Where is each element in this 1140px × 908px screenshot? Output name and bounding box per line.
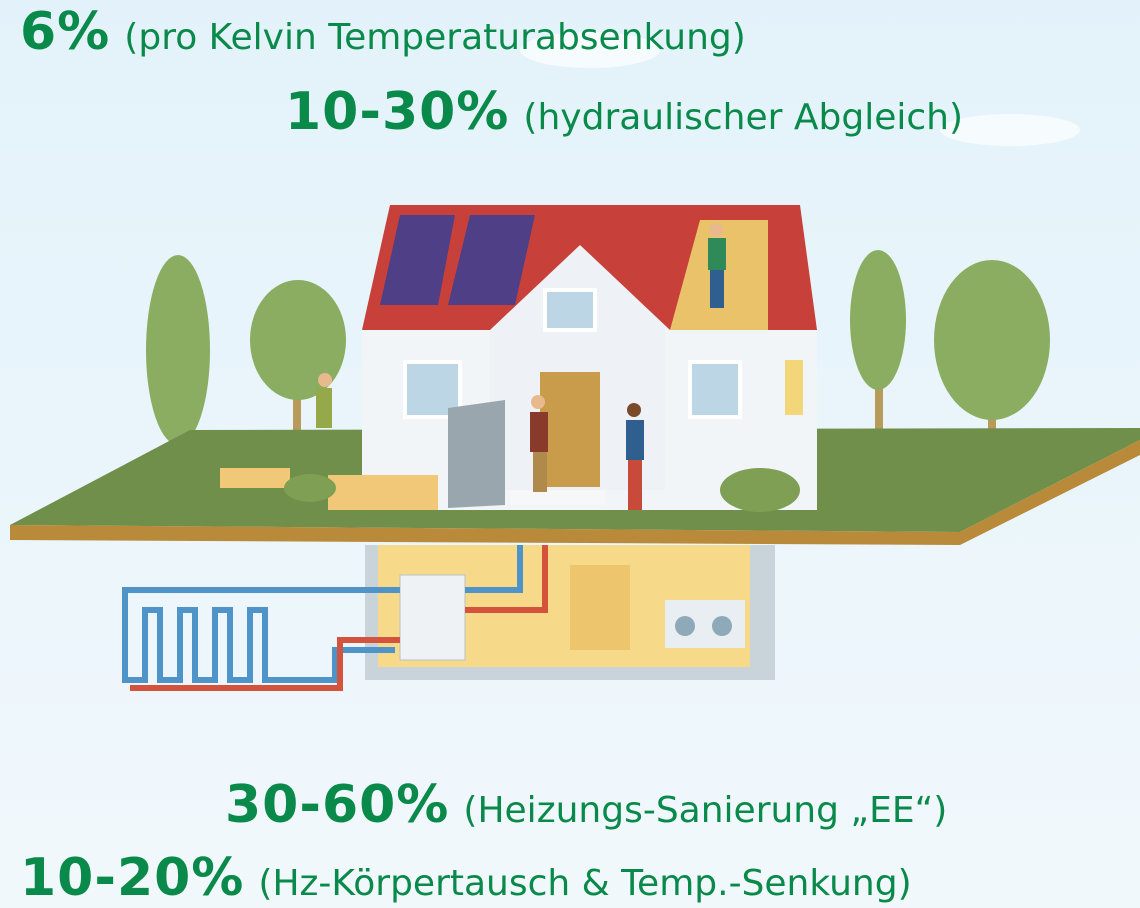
trees bbox=[146, 250, 1050, 490]
saving-line: 10-20% (Hz-Körpertausch & Temp.-Senkung) bbox=[20, 848, 912, 908]
cloud bbox=[520, 32, 660, 68]
people bbox=[316, 223, 726, 510]
cloud bbox=[940, 114, 1080, 146]
wood-planks bbox=[220, 468, 800, 512]
saving-line: 30-60% (Heizungs-Sanierung „EE“) bbox=[225, 775, 947, 835]
saving-value: 10-20% bbox=[20, 848, 245, 908]
saving-label: (hydraulischer Abgleich) bbox=[523, 97, 964, 138]
saving-value: 30-60% bbox=[225, 775, 450, 835]
basement bbox=[122, 545, 775, 691]
saving-value: 10-30% bbox=[285, 82, 510, 142]
saving-label: (Heizungs-Sanierung „EE“) bbox=[463, 790, 948, 831]
saving-line: 10-30% (hydraulischer Abgleich) bbox=[285, 82, 963, 142]
saving-label: (Hz-Körpertausch & Temp.-Senkung) bbox=[258, 863, 912, 904]
ground-edge bbox=[10, 440, 1140, 545]
saving-label: (pro Kelvin Temperaturabsenkung) bbox=[124, 17, 746, 58]
house bbox=[362, 205, 817, 510]
saving-line: 6% (pro Kelvin Temperaturabsenkung) bbox=[20, 2, 746, 62]
saving-value: 6% bbox=[20, 2, 111, 62]
